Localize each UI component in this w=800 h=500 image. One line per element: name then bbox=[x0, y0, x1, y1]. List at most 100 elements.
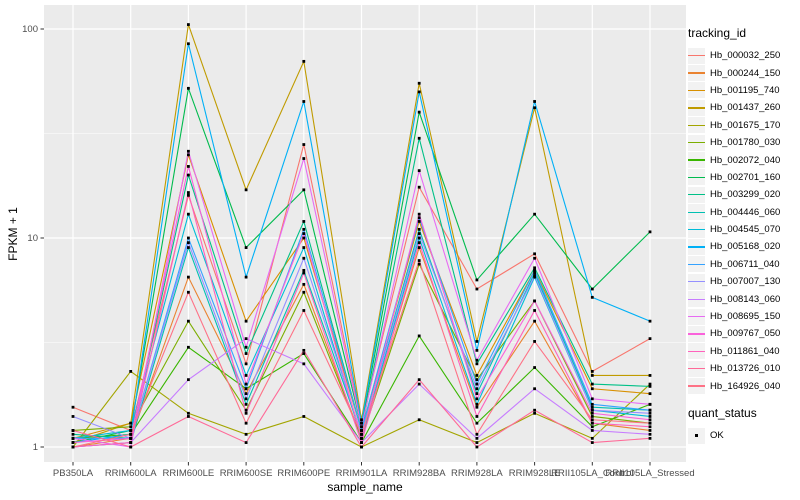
data-point bbox=[417, 241, 421, 245]
legend-item: Hb_001437_260 bbox=[688, 99, 798, 116]
legend-key-line-icon bbox=[688, 385, 705, 387]
data-point bbox=[417, 418, 421, 422]
data-point bbox=[187, 241, 190, 245]
data-point bbox=[244, 352, 248, 355]
data-point bbox=[244, 408, 248, 412]
legend-key-line-icon bbox=[688, 194, 705, 196]
data-point bbox=[244, 402, 248, 406]
y-tick-label: 10 bbox=[27, 233, 38, 244]
data-point bbox=[590, 397, 594, 401]
legend-key bbox=[688, 256, 705, 273]
data-point bbox=[648, 436, 652, 440]
data-point bbox=[648, 421, 652, 425]
data-point bbox=[187, 153, 190, 157]
legend-key bbox=[688, 343, 705, 360]
legend-label: Hb_006711_040 bbox=[710, 258, 780, 270]
data-point bbox=[475, 445, 479, 449]
x-tick-label: RRIM928BA bbox=[393, 468, 446, 479]
data-point bbox=[302, 232, 306, 235]
data-point bbox=[417, 246, 421, 249]
legend-item: Hb_008695_150 bbox=[688, 308, 798, 325]
data-point bbox=[417, 169, 421, 173]
data-point bbox=[244, 374, 248, 377]
legend-item: Hb_003299_020 bbox=[688, 186, 798, 203]
data-point bbox=[648, 408, 652, 412]
data-point bbox=[648, 429, 652, 432]
data-point bbox=[417, 382, 421, 386]
legend-label: Hb_002072_040 bbox=[710, 154, 781, 166]
data-point bbox=[648, 411, 652, 415]
data-point bbox=[71, 415, 75, 418]
data-point bbox=[302, 268, 306, 272]
legend-key bbox=[688, 186, 705, 203]
data-point bbox=[244, 319, 248, 323]
x-tick-label: RRII105LA_Control bbox=[551, 468, 633, 479]
data-point bbox=[360, 421, 363, 425]
legend-key bbox=[688, 273, 705, 290]
x-tick-label: RRIM928LE bbox=[509, 468, 561, 479]
legend-key-line-icon bbox=[688, 141, 705, 144]
legend-label: Hb_008695_150 bbox=[710, 311, 781, 323]
data-point bbox=[475, 405, 479, 409]
data-point bbox=[302, 100, 306, 103]
data-point bbox=[590, 408, 594, 412]
legend-label: Hb_009767_050 bbox=[710, 328, 781, 340]
legend-item: Hb_002701_160 bbox=[688, 169, 798, 186]
data-point bbox=[71, 405, 75, 409]
data-point bbox=[648, 418, 652, 422]
data-point bbox=[533, 256, 536, 260]
legend-key bbox=[688, 360, 705, 377]
data-point bbox=[302, 362, 306, 366]
data-point bbox=[187, 319, 190, 323]
legend-key bbox=[688, 47, 705, 64]
legend-label: OK bbox=[710, 430, 724, 441]
legend-key-line-icon bbox=[688, 246, 705, 248]
data-point bbox=[187, 42, 190, 46]
data-point bbox=[475, 348, 479, 352]
legend-label: Hb_002701_160 bbox=[710, 171, 781, 183]
data-point bbox=[417, 262, 421, 266]
data-point bbox=[129, 421, 133, 425]
legend-key-line-icon bbox=[688, 315, 705, 318]
legend-item: Hb_007007_130 bbox=[688, 273, 798, 290]
data-point bbox=[244, 432, 248, 436]
x-tick-label: RRIM901LA bbox=[336, 468, 388, 479]
data-point bbox=[475, 397, 479, 401]
legend-label: Hb_011861_040 bbox=[710, 345, 780, 357]
data-point bbox=[71, 441, 75, 444]
data-point bbox=[417, 227, 421, 231]
data-point bbox=[302, 271, 306, 275]
legend-item: Hb_005168_020 bbox=[688, 238, 798, 255]
data-point bbox=[302, 220, 306, 223]
data-point bbox=[302, 256, 306, 260]
legend-key bbox=[688, 152, 705, 169]
legend-key-line-icon bbox=[688, 124, 705, 126]
data-point bbox=[187, 246, 190, 249]
data-point bbox=[590, 425, 594, 429]
x-tick-label: RRIM600SE bbox=[220, 468, 273, 479]
data-point bbox=[244, 397, 248, 401]
data-point bbox=[71, 432, 75, 436]
data-point bbox=[533, 309, 536, 312]
data-point bbox=[360, 436, 363, 440]
data-point bbox=[302, 352, 306, 355]
data-point bbox=[187, 165, 190, 168]
legend-item-ok: OK bbox=[688, 427, 798, 444]
data-point bbox=[417, 185, 421, 189]
legend-key-line-icon bbox=[688, 159, 705, 161]
legend-item: Hb_000032_250 bbox=[688, 47, 798, 64]
data-point bbox=[475, 340, 479, 343]
data-point bbox=[302, 309, 306, 312]
data-point bbox=[302, 415, 306, 418]
data-point bbox=[533, 387, 536, 391]
data-point bbox=[244, 421, 248, 425]
data-point bbox=[129, 441, 133, 444]
data-point bbox=[533, 340, 536, 343]
data-point bbox=[475, 387, 479, 391]
data-point bbox=[648, 230, 652, 234]
data-point bbox=[302, 157, 306, 160]
data-point bbox=[187, 236, 190, 240]
data-point bbox=[187, 191, 190, 194]
legend-label: Hb_001437_260 bbox=[710, 102, 781, 114]
